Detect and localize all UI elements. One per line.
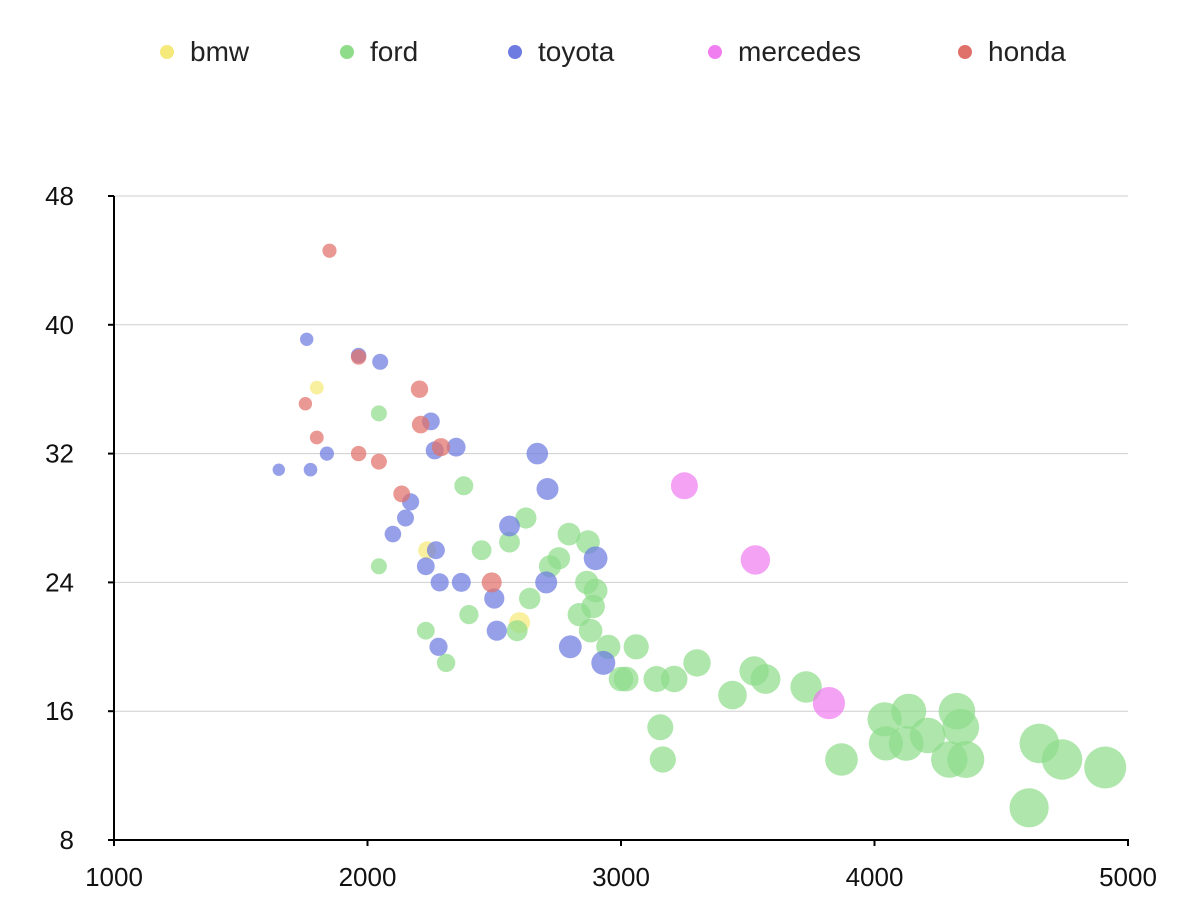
data-point-ford: [683, 649, 711, 677]
data-point-ford: [547, 547, 571, 570]
y-tick-label: 16: [45, 696, 74, 726]
data-point-ford: [416, 621, 435, 640]
data-point-ford: [436, 653, 456, 673]
data-point-toyota: [303, 462, 318, 477]
data-point-toyota: [416, 557, 435, 576]
data-point-ford: [825, 743, 858, 776]
data-point-toyota: [430, 573, 449, 592]
data-point-ford: [499, 531, 520, 553]
data-point-toyota: [535, 571, 558, 594]
x-tick-label: 5000: [1099, 862, 1157, 892]
data-point-ford: [660, 665, 688, 693]
data-point-toyota: [591, 650, 616, 675]
data-point-ford: [718, 680, 747, 710]
data-point-toyota: [484, 588, 505, 609]
data-point-toyota: [372, 353, 389, 370]
legend-item-mercedes: mercedes: [708, 28, 861, 76]
legend-label: mercedes: [738, 36, 861, 67]
data-point-ford: [557, 522, 581, 546]
legend-label: bmw: [190, 36, 250, 67]
data-point-toyota: [536, 478, 559, 500]
data-point-honda: [350, 349, 367, 365]
legend-swatch: [508, 45, 522, 59]
data-point-toyota: [397, 509, 414, 527]
data-point-ford: [623, 634, 649, 660]
data-point-toyota: [583, 546, 608, 571]
y-tick-label: 8: [60, 825, 74, 855]
legend-label: ford: [370, 36, 419, 67]
legend-label: honda: [988, 36, 1066, 67]
legend: bmw ford toyota mercedes honda: [0, 28, 1198, 76]
data-point-ford: [1041, 739, 1083, 780]
data-point-honda: [411, 415, 430, 434]
legend-swatch: [160, 45, 174, 59]
data-point-honda: [322, 243, 337, 258]
x-tick-label: 4000: [846, 862, 904, 892]
data-point-honda: [298, 397, 313, 411]
data-point-ford: [454, 476, 474, 496]
data-point-honda: [410, 380, 429, 398]
data-point-ford: [459, 605, 479, 625]
data-point-toyota: [486, 620, 507, 641]
data-point-bmw: [309, 380, 324, 395]
data-point-mercedes: [812, 687, 846, 720]
data-point-toyota: [526, 442, 549, 465]
x-tick-label: 2000: [339, 862, 397, 892]
data-point-ford: [942, 708, 980, 746]
data-point-ford: [506, 620, 528, 642]
data-point-ford: [649, 746, 676, 773]
y-tick-label: 32: [45, 439, 74, 469]
data-point-toyota: [451, 572, 471, 592]
data-point-toyota: [429, 637, 448, 656]
legend-item-honda: honda: [958, 28, 1066, 76]
data-point-honda: [431, 438, 451, 457]
data-point-ford: [1009, 788, 1049, 828]
data-point-toyota: [272, 463, 285, 476]
legend-item-toyota: toyota: [508, 28, 614, 76]
data-point-ford: [515, 507, 537, 529]
data-point-ford: [583, 578, 608, 603]
y-tick-label: 40: [45, 310, 74, 340]
legend-label: toyota: [538, 36, 615, 67]
data-point-ford: [750, 664, 781, 694]
data-point-ford: [1084, 746, 1127, 789]
data-point-ford: [647, 714, 674, 741]
data-point-ford: [790, 671, 822, 703]
data-point-toyota: [300, 332, 314, 346]
data-point-ford: [909, 717, 946, 754]
data-point-honda: [370, 453, 387, 470]
legend-swatch: [958, 45, 972, 59]
x-tick-label: 3000: [592, 862, 650, 892]
data-point-ford: [613, 666, 639, 692]
data-point-honda: [309, 430, 324, 445]
y-tick-label: 48: [45, 181, 74, 211]
data-point-toyota: [558, 635, 582, 659]
data-point-toyota: [499, 515, 520, 537]
data-point-ford: [947, 741, 985, 778]
data-point-ford: [519, 587, 541, 610]
legend-item-ford: ford: [340, 28, 418, 76]
legend-item-bmw: bmw: [160, 28, 249, 76]
x-tick-label: 1000: [85, 862, 143, 892]
data-point-toyota: [446, 437, 466, 457]
data-point-ford: [370, 558, 387, 575]
data-point-ford: [471, 540, 492, 561]
data-point-ford: [891, 693, 927, 729]
data-point-honda: [350, 445, 367, 462]
data-point-honda: [393, 485, 411, 503]
data-point-ford: [578, 618, 603, 643]
data-point-ford: [370, 405, 387, 422]
y-tick-label: 24: [45, 567, 74, 597]
data-point-mercedes: [740, 545, 771, 575]
data-point-honda: [481, 572, 502, 593]
data-point-toyota: [319, 446, 334, 461]
data-point-mercedes: [670, 472, 698, 500]
legend-swatch: [708, 45, 722, 59]
data-point-toyota: [384, 525, 402, 543]
legend-swatch: [340, 45, 354, 59]
data-point-toyota: [426, 541, 445, 560]
